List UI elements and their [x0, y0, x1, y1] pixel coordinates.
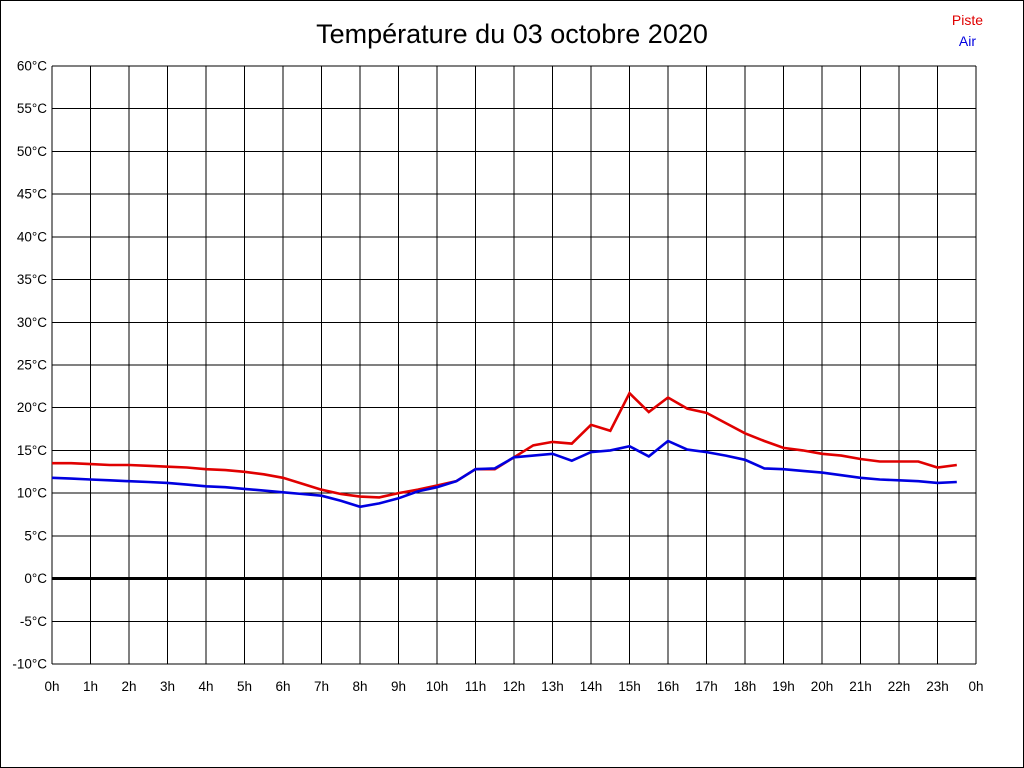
x-tick-label: 21h — [849, 679, 872, 694]
y-tick-label: 45°C — [17, 187, 47, 202]
chart-legend: Piste Air — [952, 13, 983, 48]
series-line-piste — [52, 391, 957, 499]
x-tick-label: 12h — [503, 679, 526, 694]
x-tick-label: 0h — [44, 679, 59, 694]
y-tick-label: 0°C — [24, 571, 47, 586]
y-tick-label: 55°C — [17, 101, 47, 116]
x-tick-label: 0h — [968, 679, 983, 694]
y-tick-label: -5°C — [20, 614, 47, 629]
y-tick-label: 10°C — [17, 486, 47, 501]
y-tick-label: 40°C — [17, 229, 47, 244]
y-tick-label: -10°C — [12, 657, 47, 672]
y-tick-label: 50°C — [17, 144, 47, 159]
x-tick-label: 16h — [657, 679, 680, 694]
x-tick-label: 14h — [580, 679, 603, 694]
legend-item-piste: Piste — [951, 12, 983, 28]
y-tick-label: 15°C — [17, 443, 47, 458]
x-tick-label: 15h — [618, 679, 641, 694]
x-tick-label: 5h — [237, 679, 252, 694]
x-tick-label: 2h — [121, 679, 136, 694]
y-tick-label: 35°C — [17, 272, 47, 287]
x-tick-label: 20h — [811, 679, 834, 694]
x-tick-label: 13h — [541, 679, 564, 694]
x-tick-label: 18h — [734, 679, 757, 694]
x-tick-label: 6h — [275, 679, 290, 694]
y-tick-label: 60°C — [17, 59, 47, 74]
x-tick-label: 4h — [198, 679, 213, 694]
x-tick-label: 8h — [352, 679, 367, 694]
x-tick-label: 11h — [465, 679, 487, 694]
x-tick-label: 1h — [83, 679, 98, 694]
x-tick-label: 17h — [695, 679, 718, 694]
x-tick-label: 22h — [888, 679, 911, 694]
x-tick-label: 19h — [772, 679, 795, 694]
y-tick-label: 5°C — [24, 528, 47, 543]
chart-title: Température du 03 octobre 2020 — [316, 19, 708, 49]
y-tick-label: 30°C — [17, 315, 47, 330]
x-tick-label: 9h — [391, 679, 406, 694]
y-tick-label: 20°C — [17, 400, 47, 415]
x-tick-label: 7h — [314, 679, 329, 694]
series-line-air — [51, 439, 957, 509]
x-tick-label: 23h — [926, 679, 949, 694]
y-tick-label: 25°C — [17, 358, 47, 373]
legend-item-air: Air — [958, 33, 976, 49]
x-tick-label: 10h — [426, 679, 449, 694]
x-tick-label: 3h — [160, 679, 175, 694]
